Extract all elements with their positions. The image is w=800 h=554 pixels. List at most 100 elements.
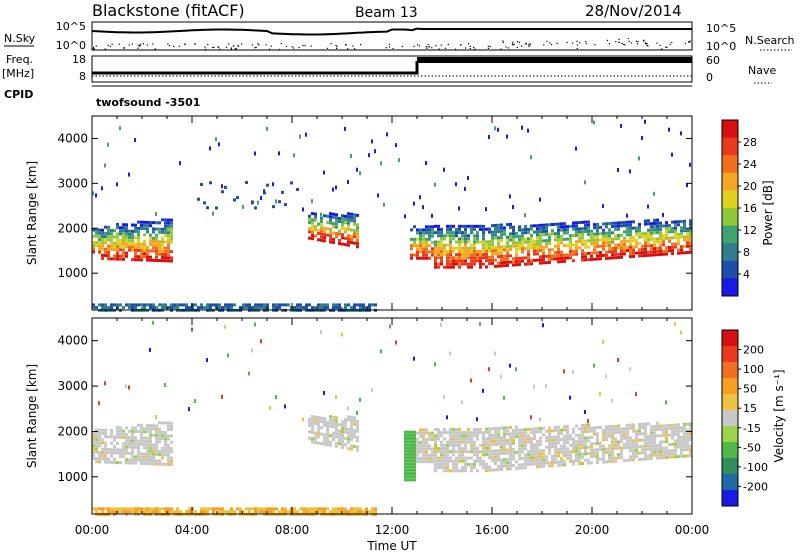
velocity-cell — [629, 439, 632, 443]
velocity-cell — [674, 426, 677, 430]
nsearch-dot — [556, 42, 558, 45]
power-cell — [626, 233, 629, 237]
nsky-tick-bottom: 10^0 — [56, 39, 86, 52]
velocity-cell — [494, 442, 497, 446]
velocity-cell — [434, 459, 437, 463]
power-cell — [503, 264, 506, 268]
power-cell — [461, 224, 464, 228]
nsearch-dot — [426, 47, 428, 49]
velocity-cell — [554, 441, 557, 445]
velocity-cell — [596, 435, 599, 439]
velocity-cell — [149, 455, 152, 459]
velocity-cell — [224, 510, 227, 514]
power-cell — [512, 244, 515, 248]
velocity-cell — [512, 438, 515, 442]
velocity-cell — [311, 430, 314, 434]
velocity-cell — [464, 462, 467, 466]
power-cell — [170, 218, 173, 222]
velocity-cell — [506, 464, 509, 468]
power-cell — [344, 217, 347, 221]
velocity-cell — [488, 465, 491, 469]
velocity-cell — [440, 447, 443, 451]
power-cell — [437, 231, 440, 235]
power-cell — [101, 186, 103, 191]
velocity-cell — [323, 436, 326, 440]
power-cell — [527, 227, 530, 231]
velocity-cell — [170, 440, 173, 444]
velocity-cell — [461, 459, 464, 463]
velocity-cell — [428, 444, 431, 448]
velocity-cell — [443, 427, 446, 431]
velocity-cell — [602, 457, 605, 461]
power-cell — [437, 227, 440, 231]
velocity-cell — [662, 424, 665, 428]
velocity-cell — [545, 461, 548, 465]
velocity-cell — [488, 452, 491, 456]
power-cell — [593, 251, 596, 255]
velocity-cell — [137, 458, 140, 462]
power-cell — [530, 227, 533, 231]
velocity-cell — [146, 436, 149, 440]
velocity-cell — [671, 436, 674, 440]
velocity-cell — [455, 434, 458, 438]
velocity-cell — [335, 432, 338, 436]
velocity-cell — [500, 448, 503, 452]
velocity-cell — [347, 415, 350, 419]
power-cell — [569, 224, 572, 228]
nsearch-dot — [152, 43, 154, 45]
velocity-cell — [143, 442, 146, 446]
velocity-cell — [506, 438, 509, 442]
velocity-cell — [488, 446, 491, 450]
power-cell — [494, 230, 497, 234]
velocity-cell — [116, 432, 119, 436]
velocity-cell — [539, 417, 541, 422]
power-cell — [155, 246, 158, 250]
velocity-cell — [614, 427, 617, 431]
power-cell — [446, 253, 449, 257]
power-cell — [293, 306, 296, 310]
velocity-cell — [677, 436, 680, 440]
velocity-cell — [212, 507, 215, 511]
velocity-cell — [455, 459, 458, 463]
velocity-cell — [464, 431, 467, 435]
velocity-cell — [467, 462, 470, 466]
velocity-cell — [137, 510, 140, 514]
power-cell — [107, 225, 110, 229]
velocity-cell — [359, 510, 362, 514]
power-cell — [227, 306, 230, 310]
colorbar-swatch — [722, 378, 738, 395]
velocity-cell — [413, 471, 416, 475]
velocity-cell — [155, 415, 157, 420]
power-cell — [494, 252, 497, 256]
velocity-cell — [452, 447, 455, 451]
velocity-cell — [551, 442, 554, 446]
velocity-cell — [317, 435, 320, 439]
power-cell — [200, 183, 203, 187]
velocity-cell — [521, 441, 524, 445]
power-cell — [248, 306, 251, 310]
power-cell — [464, 249, 467, 253]
velocity-cell — [686, 444, 689, 448]
power-cell — [647, 228, 650, 232]
power-cell — [152, 258, 155, 262]
velocity-cell — [371, 388, 373, 393]
power-cell — [143, 220, 146, 224]
power-cell — [434, 265, 437, 269]
power-cell — [560, 250, 563, 254]
velocity-cell — [584, 439, 587, 443]
velocity-cell — [131, 442, 134, 446]
power-cell — [596, 229, 599, 233]
power-cell — [146, 258, 149, 262]
velocity-cell — [542, 461, 545, 465]
velocity-cell — [683, 441, 686, 445]
velocity-cell — [557, 447, 560, 451]
velocity-cell — [443, 431, 446, 435]
velocity-cell — [161, 430, 164, 434]
colorbar-swatch — [722, 410, 738, 427]
velocity-cell — [458, 427, 461, 431]
power-cell — [662, 240, 665, 244]
power-cell — [686, 251, 689, 255]
power-cell — [140, 226, 143, 230]
power-cell — [509, 254, 512, 258]
velocity-cell — [344, 510, 347, 514]
